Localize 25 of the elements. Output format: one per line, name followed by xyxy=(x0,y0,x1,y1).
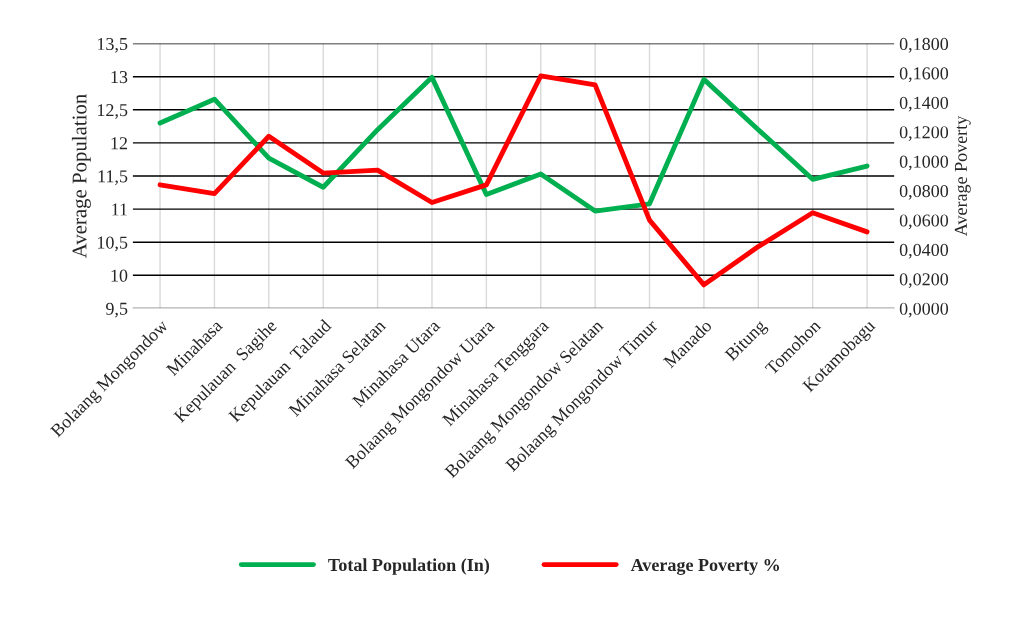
y-tick-label: 12 xyxy=(111,137,127,150)
y-tick-label: 9,5 xyxy=(106,302,128,318)
y2-tick-label: 0,1800 xyxy=(899,37,949,53)
y2-tick-label: 0,1600 xyxy=(899,67,949,83)
legend-label: Total Population (In) xyxy=(328,558,490,575)
y-axis-title: Average Population xyxy=(71,94,91,259)
y-tick-label: 13,5 xyxy=(97,37,128,53)
y2-tick-label: 0,0600 xyxy=(899,214,949,230)
y2-tick-label: 0,1400 xyxy=(899,96,949,112)
y-tick-label: 10 xyxy=(111,269,128,282)
y-tick-label: 11 xyxy=(112,203,127,216)
y2-tick-label: 0,1200 xyxy=(899,126,949,141)
y2-axis-title: Average Poverty xyxy=(954,115,971,237)
line-series xyxy=(157,73,870,288)
line-series xyxy=(157,74,870,214)
y2-tick-label: 0,0000 xyxy=(899,302,949,318)
y2-tick-label: 0,0800 xyxy=(899,184,949,200)
y2-tick-label: 0,1000 xyxy=(899,155,949,171)
y-tick-label: 11,5 xyxy=(98,170,128,186)
y2-tick-label: 0,0200 xyxy=(899,273,949,289)
y-tick-label: 13 xyxy=(111,71,128,84)
legend-label: Average Poverty % xyxy=(630,558,780,575)
y2-tick-label: 0,0400 xyxy=(899,243,949,259)
y-tick-label: 10,5 xyxy=(97,236,128,252)
y-tick-label: 12,5 xyxy=(97,104,128,119)
